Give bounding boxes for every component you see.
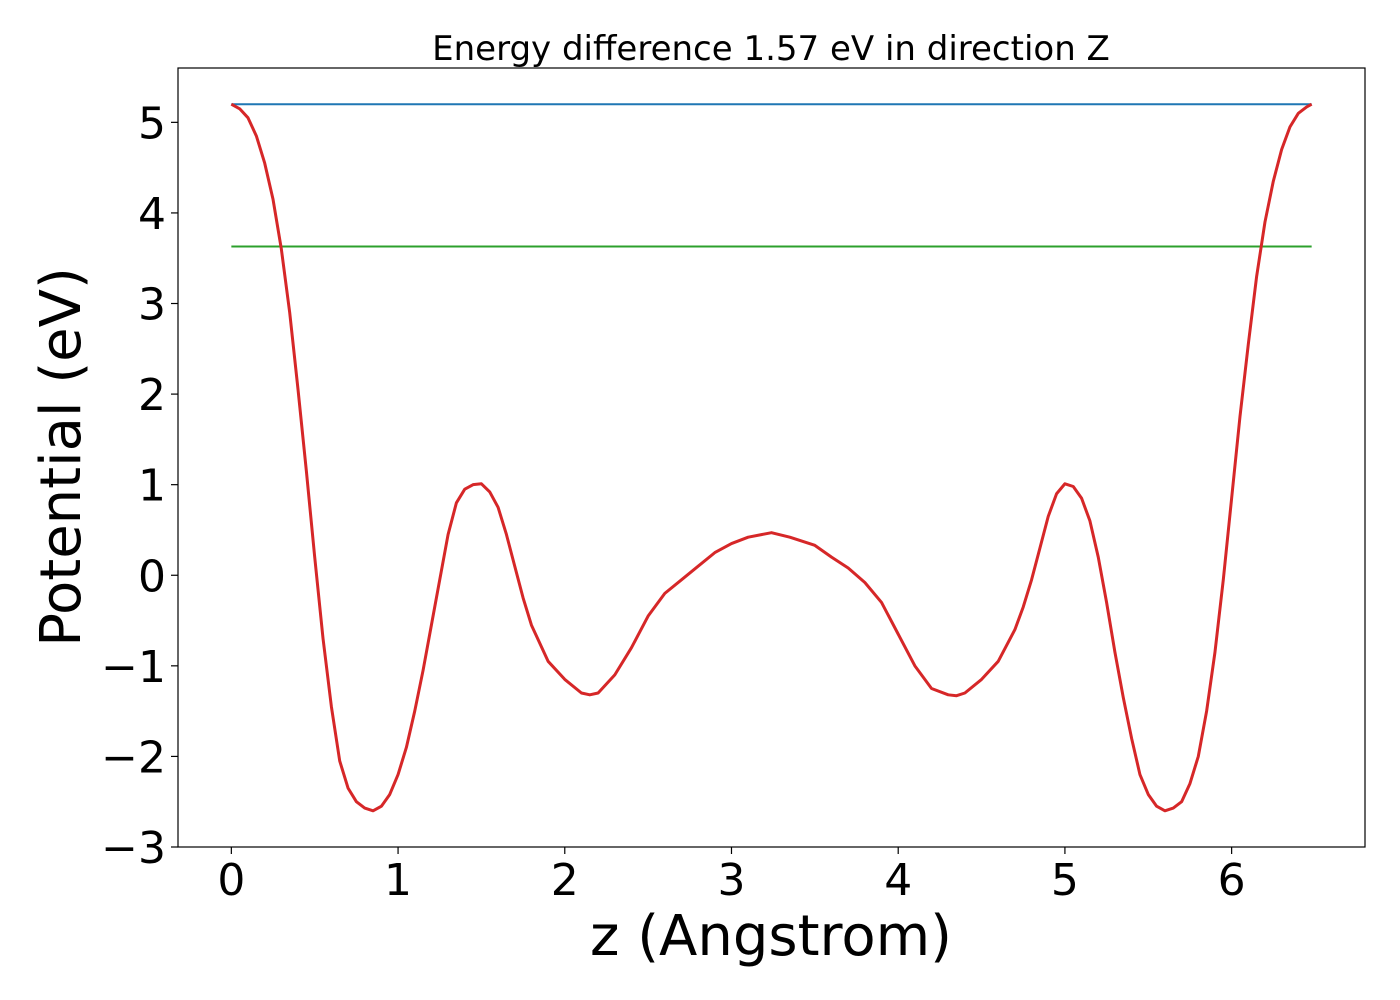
x-tick-label: 5 (1051, 855, 1079, 906)
y-tick-label: −1 (101, 642, 166, 693)
y-tick-label: 5 (138, 98, 166, 149)
y-tick-label: 2 (138, 370, 166, 421)
x-tick-label: 6 (1218, 855, 1246, 906)
x-tick-label: 1 (384, 855, 412, 906)
ticks-layer: 0 1 2 3 4 5 6 −3 −2 −1 0 1 2 3 4 5 (101, 98, 1246, 906)
y-tick-label: 3 (138, 280, 166, 331)
x-axis-label: z (Angstrom) (590, 904, 952, 969)
x-tick-label: 0 (217, 855, 245, 906)
x-tick-label: 2 (551, 855, 579, 906)
x-tick-label: 4 (884, 855, 912, 906)
y-tick-label: 1 (138, 461, 166, 512)
y-tick-label: −3 (101, 823, 166, 874)
series-layer (230, 102, 1313, 813)
series-line-2 (230, 102, 1313, 813)
y-tick-label: −2 (101, 732, 166, 783)
x-tick-label: 3 (717, 855, 745, 906)
y-tick-label: 4 (138, 189, 166, 240)
chart-title: Energy difference 1.57 eV in direction Z (432, 29, 1110, 69)
y-axis-label: Potential (eV) (29, 267, 94, 647)
y-tick-label: 0 (138, 551, 166, 602)
plot-area-frame (177, 67, 1366, 848)
